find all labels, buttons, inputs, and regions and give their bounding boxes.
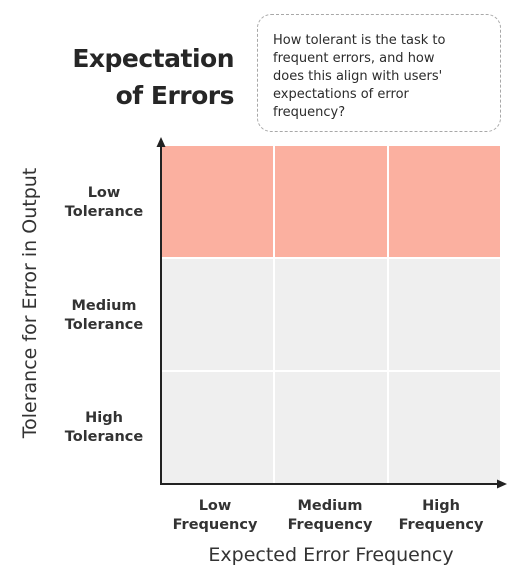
y-axis-arrowhead <box>156 137 166 147</box>
callout-line: does this align with users' <box>273 69 443 84</box>
row-label-line: Medium <box>71 298 137 314</box>
y-axis-title: Tolerance for Error in Output <box>19 167 41 439</box>
column-label-low-frequency: Low Frequency <box>159 497 271 535</box>
matrix-cell-low-tolerance-medium-frequency <box>275 146 387 257</box>
matrix-cell-medium-tolerance-low-frequency <box>162 259 274 370</box>
row-label-line: Tolerance <box>64 204 144 220</box>
column-label-line: Frequency <box>172 517 258 533</box>
matrix-cell-high-tolerance-high-frequency <box>388 372 500 483</box>
column-label-line: Frequency <box>287 517 373 533</box>
row-label-high-tolerance: High Tolerance <box>60 409 148 447</box>
matrix-grid <box>162 146 500 483</box>
matrix-cell-low-tolerance-high-frequency <box>388 146 500 257</box>
callout-line: frequency? <box>273 105 346 120</box>
callout-line: expectations of error <box>273 87 409 102</box>
row-label-line: Low <box>87 185 121 201</box>
column-label-line: High <box>422 498 460 514</box>
callout-line: How tolerant is the task to <box>273 33 446 48</box>
row-label-medium-tolerance: Medium Tolerance <box>60 297 148 335</box>
column-label-line: Low <box>198 498 232 514</box>
matrix-cell-medium-tolerance-high-frequency <box>388 259 500 370</box>
title-line-1: Expectation <box>72 44 234 73</box>
column-label-line: Medium <box>297 498 363 514</box>
row-label-line: Tolerance <box>64 429 144 445</box>
matrix-cell-high-tolerance-medium-frequency <box>275 372 387 483</box>
row-label-line: Tolerance <box>64 317 144 333</box>
column-label-medium-frequency: Medium Frequency <box>274 497 386 535</box>
page-title: Expectation of Errors <box>72 40 234 114</box>
row-label-low-tolerance: Low Tolerance <box>60 184 148 222</box>
title-line-2: of Errors <box>115 81 235 110</box>
callout-line: frequent errors, and how <box>273 51 435 66</box>
column-label-line: Frequency <box>398 517 484 533</box>
matrix-cell-high-tolerance-low-frequency <box>162 372 274 483</box>
column-label-high-frequency: High Frequency <box>385 497 497 535</box>
x-axis-arrowhead <box>497 479 507 489</box>
question-callout: How tolerant is the task to frequent err… <box>257 14 501 132</box>
row-label-line: High <box>85 410 123 426</box>
x-axis-title: Expected Error Frequency <box>208 544 454 566</box>
matrix-cell-low-tolerance-low-frequency <box>162 146 274 257</box>
matrix-cell-medium-tolerance-medium-frequency <box>275 259 387 370</box>
